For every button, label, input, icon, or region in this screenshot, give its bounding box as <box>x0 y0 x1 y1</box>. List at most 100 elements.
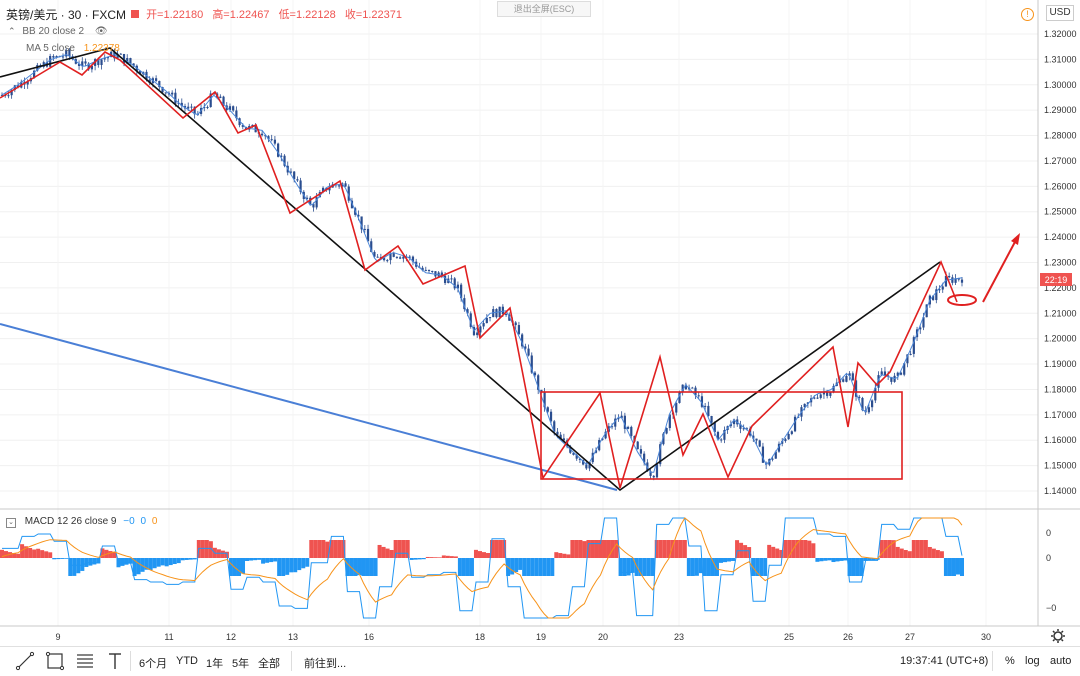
macd-histogram-bar <box>40 550 45 558</box>
fib-tool-icon[interactable] <box>74 650 96 672</box>
macd-indicator[interactable]: ⌄ MACD 12 26 close 9 −0 0 0 <box>6 516 157 528</box>
candle-body <box>806 402 809 404</box>
macd-histogram-bar <box>931 548 936 558</box>
macd-histogram-bar <box>522 558 527 576</box>
long-trend-line[interactable] <box>0 323 618 491</box>
ma-indicator[interactable]: MA 5 close 1.22378 <box>26 43 120 54</box>
candle-body <box>77 63 81 66</box>
macd-histogram-bar <box>526 558 531 576</box>
candle-body <box>867 407 870 413</box>
macd-histogram-bar <box>385 548 390 558</box>
exit-fullscreen-button[interactable]: 退出全屏(ESC) <box>497 1 591 17</box>
ma-label: MA 5 close <box>26 43 75 54</box>
macd-value-3: 0 <box>151 516 158 527</box>
alert-icon[interactable]: ! <box>1021 8 1034 21</box>
candle-body <box>171 92 174 95</box>
goto-button[interactable]: 前往到... <box>304 658 347 670</box>
macd-histogram-bar <box>60 558 65 559</box>
candle-body <box>614 418 617 427</box>
candle-body <box>193 106 196 115</box>
text-tool-icon[interactable] <box>104 650 126 672</box>
candle-body <box>790 431 793 434</box>
candles <box>0 47 964 481</box>
zigzag-waves[interactable] <box>0 51 958 489</box>
candle-body <box>659 444 662 465</box>
macd-histogram-bar <box>955 558 960 575</box>
wave-trend-lines[interactable] <box>0 47 941 492</box>
candle-body <box>49 55 52 67</box>
candle-body <box>283 155 286 166</box>
candle-body <box>826 391 829 396</box>
consolidation-box[interactable] <box>540 391 903 480</box>
candle-body <box>935 289 938 301</box>
macd-histogram-bar <box>935 550 940 558</box>
candle-body <box>710 416 713 423</box>
eye-icon[interactable]: 👁 <box>94 26 108 37</box>
macd-histogram-bar <box>787 540 792 558</box>
price-axis[interactable]: 1.32000 1.31000 1.30000 1.29000 1.28000 1.270… <box>1044 29 1077 496</box>
macd-histogram-bar <box>241 558 246 574</box>
candle-body <box>652 475 655 478</box>
candle-body <box>116 53 119 59</box>
macd-histogram-bar <box>811 543 816 558</box>
candle-body <box>761 446 765 463</box>
candle-body <box>514 322 517 326</box>
candle-body <box>610 426 614 428</box>
macd-histogram-bar <box>305 558 310 567</box>
time-axis[interactable]: 9 11 12 13 16 18 19 20 23 25 26 27 30 <box>55 632 991 642</box>
macd-histogram-bar <box>0 549 4 558</box>
trendline-tool-icon[interactable] <box>14 650 36 672</box>
range-1y-button[interactable]: 1年 <box>206 658 224 670</box>
symbol-title[interactable]: 英镑/美元 · 30 · FXCM <box>6 6 132 23</box>
target-arrow[interactable] <box>982 239 1017 303</box>
auto-toggle[interactable]: auto <box>1050 655 1072 667</box>
macd-histogram-bar <box>690 558 695 576</box>
chart-canvas[interactable]: 1.32000 1.31000 1.30000 1.29000 1.28000 1.270… <box>0 0 1080 646</box>
macd-histogram-bar <box>204 540 209 558</box>
candle-body <box>138 70 142 75</box>
candle-body <box>424 269 427 271</box>
macd-pane[interactable] <box>0 517 964 619</box>
candle-body <box>716 432 720 440</box>
candle-body <box>890 376 893 382</box>
macd-histogram-bar <box>321 540 326 558</box>
range-5y-button[interactable]: 5年 <box>232 658 250 670</box>
candle-body <box>903 363 906 375</box>
log-toggle[interactable]: log <box>1025 655 1040 667</box>
macd-histogram-bar <box>164 558 169 567</box>
candle-body <box>533 372 537 376</box>
macd-histogram-bar <box>827 558 832 561</box>
macd-histogram-bar <box>405 540 410 558</box>
macd-histogram-bar <box>554 552 559 558</box>
macd-histogram-bar <box>542 558 547 576</box>
time-tick-label: 20 <box>598 632 608 642</box>
bb-indicator[interactable]: ⌃ BB 20 close 2 👁 <box>8 26 108 37</box>
candle-body <box>678 391 681 403</box>
currency-button[interactable]: USD <box>1046 5 1074 21</box>
range-ytd-button[interactable]: YTD <box>176 655 198 667</box>
current-price-circle[interactable] <box>947 294 977 306</box>
macd-histogram-bar <box>389 549 394 558</box>
macd-histogram-bar <box>731 558 736 561</box>
collapse-box-icon[interactable]: ⌄ <box>6 518 16 528</box>
clock-label[interactable]: 19:37:41 (UTC+8) <box>900 655 989 667</box>
candle-body <box>585 464 588 469</box>
macd-histogram-bar <box>48 552 53 558</box>
candle-body <box>880 371 883 376</box>
candle-body <box>341 183 344 187</box>
candle-body <box>395 256 399 258</box>
macd-histogram-bar <box>357 558 362 576</box>
rectangle-tool-icon[interactable] <box>44 650 66 672</box>
settings-gear-icon[interactable] <box>1051 629 1065 643</box>
range-all-button[interactable]: 全部 <box>258 658 280 670</box>
percent-toggle[interactable]: % <box>1005 655 1015 667</box>
range-6m-button[interactable]: 6个月 <box>139 658 168 670</box>
macd-histogram-bar <box>32 549 37 558</box>
macd-histogram-bar <box>839 558 844 561</box>
macd-axis[interactable]: 0 0 −0 <box>1046 528 1056 613</box>
collapse-icon[interactable]: ⌃ <box>8 26 16 36</box>
candle-body <box>376 256 379 258</box>
candle-body <box>33 70 36 79</box>
price-tick-label: 1.27000 <box>1044 156 1077 166</box>
macd-histogram-bar <box>538 558 543 576</box>
